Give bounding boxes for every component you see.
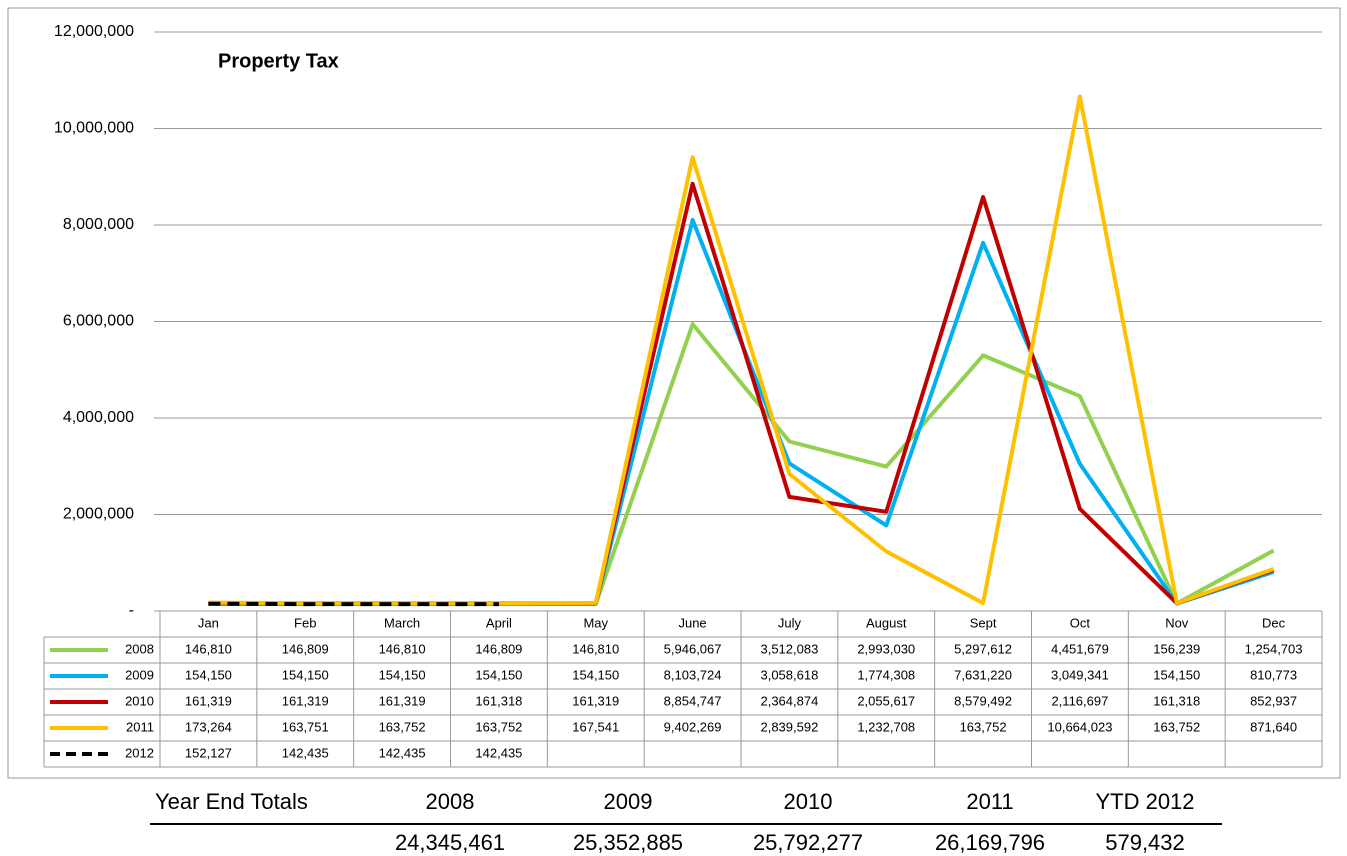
x-tick-label: August: [866, 615, 907, 630]
table-value: 5,297,612: [954, 641, 1012, 656]
table-value: 163,752: [379, 719, 426, 734]
table-value: 1,254,703: [1245, 641, 1303, 656]
table-value: 154,150: [185, 667, 232, 682]
table-value: 152,127: [185, 745, 232, 760]
table-value: 146,810: [379, 641, 426, 656]
chart-title: Property Tax: [218, 50, 339, 72]
table-value: 161,319: [572, 693, 619, 708]
table-value: 2,116,697: [1051, 693, 1108, 708]
table-value: 10,664,023: [1047, 719, 1112, 734]
y-tick-label: -: [129, 602, 134, 619]
y-tick-label: 12,000,000: [54, 23, 134, 40]
totals-value: 26,169,796: [935, 830, 1045, 855]
x-tick-label: March: [384, 615, 420, 630]
table-value: 2,364,874: [760, 693, 818, 708]
table-value: 142,435: [475, 745, 522, 760]
table-value: 154,150: [572, 667, 619, 682]
table-value: 871,640: [1250, 719, 1297, 734]
table-value: 852,937: [1250, 693, 1297, 708]
table-value: 156,239: [1153, 641, 1200, 656]
totals-header: 2008: [426, 789, 475, 814]
y-tick-label: 8,000,000: [63, 216, 134, 233]
table-value: 3,049,341: [1051, 667, 1109, 682]
table-value: 154,150: [379, 667, 426, 682]
table-value: 173,264: [185, 719, 232, 734]
legend-label: 2008: [125, 641, 154, 656]
table-value: 142,435: [282, 745, 329, 760]
table-value: 2,839,592: [760, 719, 818, 734]
table-value: 8,854,747: [664, 693, 722, 708]
table-value: 146,810: [572, 641, 619, 656]
x-tick-label: Dec: [1262, 615, 1286, 630]
table-value: 5,946,067: [664, 641, 722, 656]
table-value: 154,150: [1153, 667, 1200, 682]
totals-value: 25,792,277: [753, 830, 863, 855]
x-tick-label: Oct: [1070, 615, 1091, 630]
table-value: 163,752: [1153, 719, 1200, 734]
x-tick-label: April: [486, 615, 512, 630]
x-tick-label: Jan: [198, 615, 219, 630]
x-tick-label: Feb: [294, 615, 316, 630]
table-value: 7,631,220: [954, 667, 1012, 682]
totals-header: 2011: [966, 789, 1013, 814]
table-value: 146,809: [475, 641, 522, 656]
table-value: 161,318: [1153, 693, 1200, 708]
table-value: 154,150: [475, 667, 522, 682]
totals-value: 25,352,885: [573, 830, 683, 855]
table-value: 810,773: [1250, 667, 1297, 682]
table-value: 1,774,308: [857, 667, 915, 682]
totals-header: 2009: [604, 789, 653, 814]
table-value: 4,451,679: [1051, 641, 1109, 656]
table-value: 2,993,030: [857, 641, 915, 656]
totals-title: Year End Totals: [155, 789, 308, 814]
x-tick-label: June: [678, 615, 706, 630]
table-value: 146,809: [282, 641, 329, 656]
totals-value: 579,432: [1105, 830, 1185, 855]
table-value: 146,810: [185, 641, 232, 656]
table-value: 8,579,492: [954, 693, 1012, 708]
table-value: 154,150: [282, 667, 329, 682]
y-tick-label: 10,000,000: [54, 120, 134, 137]
totals-header: YTD 2012: [1095, 789, 1194, 814]
table-value: 161,319: [282, 693, 329, 708]
table-value: 163,751: [282, 719, 329, 734]
table-value: 161,318: [475, 693, 522, 708]
table-value: 142,435: [379, 745, 426, 760]
x-tick-label: Nov: [1165, 615, 1189, 630]
x-tick-label: May: [583, 615, 608, 630]
y-tick-label: 4,000,000: [63, 409, 134, 426]
chart-border: [7, 7, 1341, 779]
y-tick-label: 6,000,000: [63, 313, 134, 330]
table-value: 161,319: [379, 693, 426, 708]
table-value: 3,058,618: [760, 667, 818, 682]
table-value: 9,402,269: [664, 719, 722, 734]
totals-value: 24,345,461: [395, 830, 505, 855]
table-value: 163,752: [960, 719, 1007, 734]
legend-label: 2011: [126, 719, 154, 734]
table-value: 167,541: [572, 719, 619, 734]
table-value: 3,512,083: [760, 641, 818, 656]
legend-label: 2010: [125, 693, 154, 708]
table-value: 8,103,724: [664, 667, 722, 682]
table-value: 1,232,708: [857, 719, 915, 734]
legend-label: 2012: [125, 745, 154, 760]
x-tick-label: Sept: [970, 615, 997, 630]
totals-header: 2010: [784, 789, 833, 814]
y-tick-label: 2,000,000: [63, 506, 134, 523]
table-value: 2,055,617: [857, 693, 915, 708]
table-value: 163,752: [475, 719, 522, 734]
x-tick-label: July: [778, 615, 802, 630]
table-value: 161,319: [185, 693, 232, 708]
legend-label: 2009: [125, 667, 154, 682]
